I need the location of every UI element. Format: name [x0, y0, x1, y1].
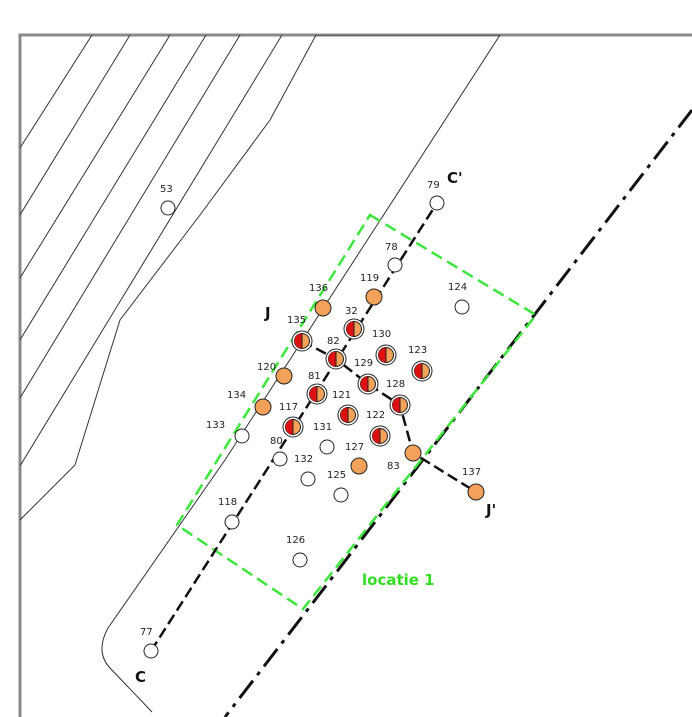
dash-dot-line [223, 109, 692, 717]
measurement-point[interactable]: 32 [343, 306, 365, 340]
point-label: 81 [308, 371, 321, 382]
point-label: 137 [462, 467, 481, 478]
point-label: 118 [218, 497, 237, 508]
measurement-point[interactable]: 53 [160, 184, 176, 216]
measurement-point[interactable]: 136 [309, 283, 332, 317]
point-label: 134 [227, 390, 246, 401]
measurement-point[interactable]: 132 [294, 454, 316, 487]
hatched-area [20, 35, 283, 467]
point-label: 122 [366, 410, 385, 421]
section-c-start: C [135, 668, 146, 686]
measurement-point[interactable]: 137 [462, 467, 485, 501]
point-label: 77 [140, 627, 153, 638]
point-label: 133 [206, 420, 225, 431]
point-label: 136 [309, 283, 328, 294]
point-label: 127 [345, 442, 364, 453]
measurement-point[interactable]: 123 [408, 345, 433, 382]
measurement-point[interactable]: 126 [286, 535, 308, 568]
measurement-point[interactable]: 81 [306, 371, 328, 405]
section-j-start: J [264, 304, 271, 322]
point-label: 79 [427, 180, 440, 191]
measurement-point[interactable]: 119 [360, 273, 383, 306]
point-label: 129 [354, 358, 373, 369]
measurement-point[interactable]: 124 [448, 282, 470, 315]
point-label: 132 [294, 454, 313, 465]
point-label: 119 [360, 273, 379, 284]
measurement-point[interactable]: 127 [345, 442, 368, 475]
section-c-end: C' [447, 169, 463, 187]
location-label: locatie 1 [362, 571, 435, 589]
measurement-point[interactable]: 133 [206, 420, 250, 444]
measurement-points: 53 79 78 119 124 136 32 135 130 82 123 129 120 81 128 1… [140, 180, 485, 659]
point-label: 126 [286, 535, 305, 546]
location-boundary [175, 213, 538, 611]
point-label: 82 [327, 336, 340, 347]
measurement-point[interactable]: 121 [332, 390, 359, 426]
point-label: 135 [287, 315, 306, 326]
measurement-point[interactable]: 135 [287, 315, 313, 352]
point-label: 123 [408, 345, 427, 356]
measurement-point[interactable]: 118 [218, 497, 240, 530]
parcel-outline [20, 35, 501, 713]
measurement-point[interactable]: 128 [386, 379, 411, 416]
point-label: 53 [160, 184, 173, 195]
measurement-point[interactable]: 80 [270, 436, 288, 467]
measurement-point[interactable]: 122 [366, 410, 391, 447]
measurement-point[interactable]: 83 [387, 444, 422, 472]
point-label: 78 [385, 242, 398, 253]
point-label: 131 [313, 422, 332, 433]
point-label: 128 [386, 379, 405, 390]
measurement-point[interactable]: 78 [385, 242, 403, 273]
point-label: 32 [345, 306, 358, 317]
measurement-point[interactable]: 125 [327, 470, 349, 503]
measurement-point[interactable]: 134 [227, 390, 272, 416]
point-label: 124 [448, 282, 467, 293]
measurement-point[interactable]: 82 [325, 336, 347, 370]
measurement-point[interactable]: 120 [257, 362, 293, 385]
point-label: 125 [327, 470, 346, 481]
point-label: 80 [270, 436, 283, 447]
measurement-point[interactable]: 117 [279, 402, 304, 438]
measurement-point[interactable]: 130 [372, 329, 397, 366]
measurement-point[interactable]: 131 [313, 422, 335, 455]
section-j-end: J' [485, 501, 496, 519]
point-label: 121 [332, 390, 351, 401]
point-label: 117 [279, 402, 298, 413]
measurement-point[interactable]: 79 [427, 180, 445, 211]
point-label: 120 [257, 362, 276, 373]
measurement-point[interactable]: 77 [140, 627, 159, 659]
point-label: 83 [387, 461, 400, 472]
measurement-point[interactable]: 129 [354, 358, 379, 395]
point-label: 130 [372, 329, 391, 340]
